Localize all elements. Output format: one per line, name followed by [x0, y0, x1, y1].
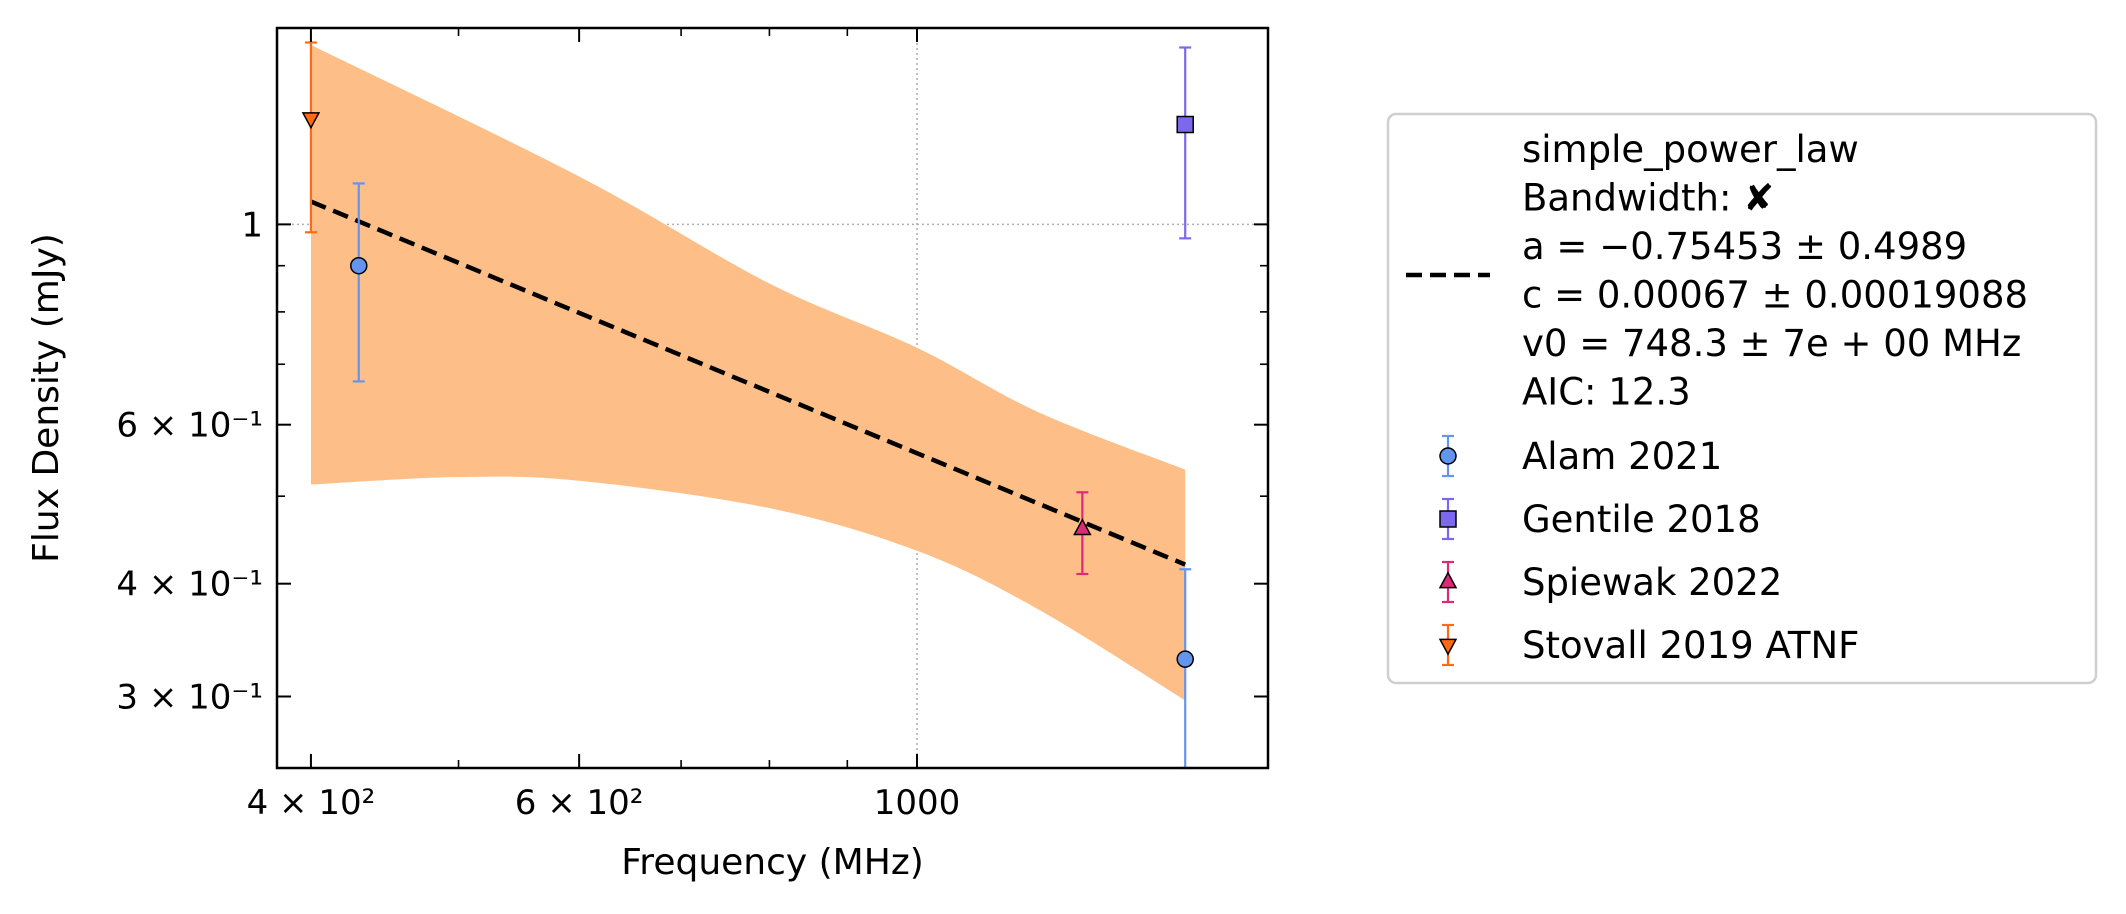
data-point-marker	[350, 256, 368, 275]
axis-ticks: 4 × 10² 6 × 10² 1000 3 × 10⁻¹ 4 × 10⁻¹ 6 × 10…	[116, 28, 1268, 823]
legend-series-marker	[1438, 571, 1458, 589]
data-point-error-bar	[1179, 46, 1192, 240]
x-tick-label: 4 × 10²	[247, 783, 376, 823]
legend-fit-label-line: c = 0.00067 ± 0.00019088	[1522, 274, 2028, 317]
legend-series-label: Spiewak 2022	[1522, 561, 1782, 604]
data-point-error-bar	[352, 182, 365, 383]
y-tick-label: 1	[241, 205, 263, 245]
y-tick-label: 4 × 10⁻¹	[116, 565, 263, 605]
data-point-marker	[1176, 115, 1194, 134]
fit-uncertainty-band	[310, 44, 1186, 701]
y-axis-label: Flux Density (mJy)	[26, 233, 67, 563]
legend-series-marker	[1438, 638, 1458, 656]
fit-line-path	[310, 199, 1187, 567]
y-tick-label: 3 × 10⁻¹	[116, 678, 263, 718]
legend: simple_power_law Bandwidth: ✘ a = −0.75453…	[1386, 112, 2098, 685]
legend-series-marker	[1439, 447, 1457, 465]
legend-series-label: Gentile 2018	[1522, 498, 1761, 541]
fit-line	[310, 199, 1187, 567]
legend-fit-label-line: v0 = 748.3 ± 7e + 00 MHz	[1522, 322, 2021, 365]
legend-box	[1386, 112, 2098, 685]
data-point-marker	[301, 112, 321, 130]
legend-series-label: Stovall 2019 ATNF	[1522, 624, 1859, 667]
fit-band-area	[310, 44, 1186, 701]
legend-fit-label-line: a = −0.75453 ± 0.4989	[1522, 225, 1967, 268]
data-point-marker	[1073, 518, 1092, 536]
plot-frame	[275, 26, 1270, 770]
plot-area	[277, 28, 1268, 770]
legend-fit-label-line: simple_power_law	[1522, 128, 1859, 171]
data-points	[301, 41, 1194, 770]
legend-series-marker	[1439, 510, 1457, 528]
x-axis-label: Frequency (MHz)	[621, 842, 924, 883]
legend-fit-label-line: AIC: 12.3	[1522, 371, 1691, 414]
data-point-error-bar	[304, 41, 317, 234]
x-tick-label: 6 × 10²	[515, 783, 644, 823]
x-tick-label: 1000	[874, 783, 961, 823]
y-tick-label: 6 × 10⁻¹	[116, 406, 263, 446]
legend-series-label: Alam 2021	[1522, 435, 1722, 478]
data-point-marker	[1176, 650, 1194, 668]
legend-fit-label-line: Bandwidth: ✘	[1522, 177, 1774, 220]
